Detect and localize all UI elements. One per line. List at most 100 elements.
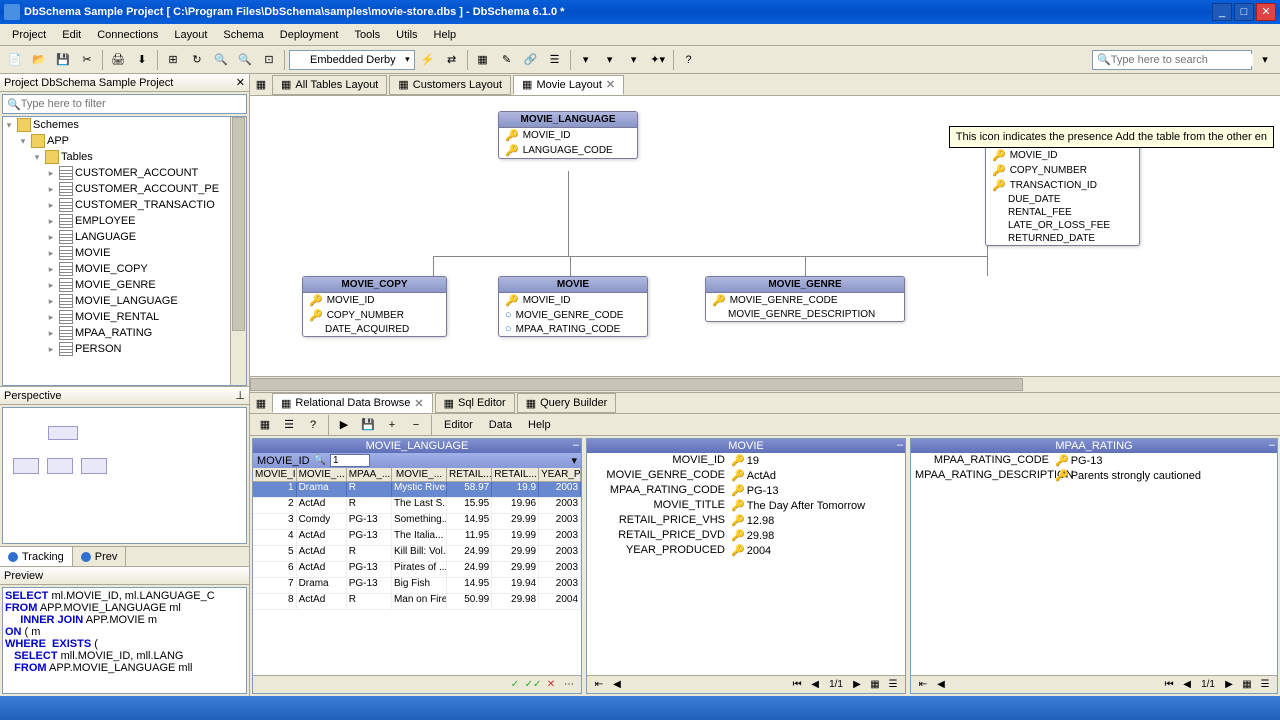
first-page-icon[interactable]: ⏮	[1161, 677, 1177, 693]
layout-icon[interactable]: ⊞	[162, 49, 184, 71]
tree-item[interactable]: ▸CUSTOMER_ACCOUNT_PE	[3, 181, 246, 197]
erd-table-movie[interactable]: MOVIE 🔑MOVIE_ID○MOVIE_GENRE_CODE○MPAA_RA…	[498, 276, 648, 337]
delete-icon[interactable]: −	[405, 414, 427, 436]
layout-tab[interactable]: ▦All Tables Layout	[272, 75, 387, 95]
grid-view-icon[interactable]: ▦	[867, 677, 883, 693]
erd-column[interactable]: ○MPAA_RATING_CODE	[499, 322, 647, 336]
tree-item[interactable]: ▸MOVIE_COPY	[3, 261, 246, 277]
accept-all-icon[interactable]: ✓✓	[525, 677, 541, 693]
filter-box[interactable]: 🔍	[2, 94, 247, 114]
form-view2-icon[interactable]: ☰	[1257, 677, 1273, 693]
erd-column[interactable]: 🔑LANGUAGE_CODE	[499, 143, 637, 158]
menu-tools[interactable]: Tools	[346, 27, 388, 43]
pane-close-icon[interactable]: –	[573, 439, 579, 451]
new-icon[interactable]: 📄	[4, 49, 26, 71]
search-input[interactable]	[1111, 54, 1253, 66]
dd3-icon[interactable]: ▾	[623, 49, 645, 71]
grid-header[interactable]: MPAA_...	[347, 468, 392, 481]
schema-tree[interactable]: ▾Schemes▾APP▾Tables▸CUSTOMER_ACCOUNT▸CUS…	[2, 116, 247, 386]
grid-view-icon[interactable]: ▦	[1239, 677, 1255, 693]
tree-item[interactable]: ▾APP	[3, 133, 246, 149]
table-row[interactable]: 2ActAdRThe Last S...15.9519.962003	[253, 498, 581, 514]
dd4-icon[interactable]: ✦▾	[647, 49, 669, 71]
link-icon[interactable]: 🔗	[520, 49, 542, 71]
erd-column[interactable]: 🔑COPY_NUMBER	[303, 308, 446, 323]
tab-list-icon[interactable]: ▦	[250, 75, 272, 95]
tree-item[interactable]: ▸CUSTOMER_TRANSACTIO	[3, 197, 246, 213]
table-row[interactable]: 3ComdyPG-13Something...14.9529.992003	[253, 514, 581, 530]
nav-prev-icon[interactable]: ◀	[609, 677, 625, 693]
grid-header[interactable]: MOVIE_...	[297, 468, 347, 481]
export-icon[interactable]: ⬇	[131, 49, 153, 71]
zoomin-icon[interactable]: 🔍	[210, 49, 232, 71]
tree-scrollbar[interactable]	[230, 117, 246, 385]
more-icon[interactable]: ⋯	[561, 677, 577, 693]
print-icon[interactable]: 🖨	[107, 49, 129, 71]
prev-page-icon[interactable]: ◀	[807, 677, 823, 693]
dd2-icon[interactable]: ▾	[599, 49, 621, 71]
tree-item[interactable]: ▸LANGUAGE	[3, 229, 246, 245]
maximize-button[interactable]: □	[1234, 3, 1254, 21]
tree-item[interactable]: ▸PERSON	[3, 341, 246, 357]
menu-layout[interactable]: Layout	[166, 27, 215, 43]
tree-item[interactable]: ▸MOVIE_LANGUAGE	[3, 293, 246, 309]
grid-header[interactable]: MOVIE_ID	[253, 468, 297, 481]
form-view2-icon[interactable]: ☰	[885, 677, 901, 693]
search-dd-icon[interactable]: ▾	[1254, 49, 1276, 71]
table-row[interactable]: 8ActAdRMan on Fire50.9929.982004	[253, 594, 581, 610]
tree-item[interactable]: ▸MOVIE_RENTAL	[3, 309, 246, 325]
erd-column[interactable]: 🔑MOVIE_ID	[986, 148, 1139, 163]
grid-header[interactable]: MOVIE_...	[392, 468, 447, 481]
minimize-button[interactable]: _	[1212, 3, 1232, 21]
table-row[interactable]: 1DramaRMystic River58.9719.92003	[253, 482, 581, 498]
filter-dd-icon[interactable]: ▾	[571, 454, 577, 467]
grid-header[interactable]: RETAIL...	[447, 468, 492, 481]
help-icon[interactable]: ?	[678, 49, 700, 71]
pin-icon[interactable]: ✕	[236, 76, 245, 89]
tree-item[interactable]: ▸CUSTOMER_ACCOUNT	[3, 165, 246, 181]
perspective-tab[interactable]: Tracking	[0, 547, 73, 566]
erd-column[interactable]: DATE_ACQUIRED	[303, 323, 446, 336]
next-page-icon[interactable]: ▶	[849, 677, 865, 693]
pane-close-icon[interactable]: –	[897, 439, 903, 451]
zoomout-icon[interactable]: 🔍	[234, 49, 256, 71]
form-icon[interactable]: ☰	[544, 49, 566, 71]
accept-icon[interactable]: ✓	[507, 677, 523, 693]
prev-page-icon[interactable]: ◀	[1179, 677, 1195, 693]
tree-item[interactable]: ▸MOVIE_GENRE	[3, 277, 246, 293]
menu-edit[interactable]: Edit	[54, 27, 89, 43]
table-row[interactable]: 7DramaPG-13Big Fish14.9519.942003	[253, 578, 581, 594]
erd-column[interactable]: RETURNED_DATE	[986, 232, 1139, 245]
bottom-tab[interactable]: ▦Relational Data Browse ✕	[272, 393, 433, 413]
table-row[interactable]: 6ActAdPG-13Pirates of ...24.9929.992003	[253, 562, 581, 578]
fit-icon[interactable]: ⊡	[258, 49, 280, 71]
layout-tab[interactable]: ▦Customers Layout	[389, 75, 511, 95]
submenu-editor[interactable]: Editor	[436, 419, 481, 431]
submenu-data[interactable]: Data	[481, 419, 520, 431]
submenu-help[interactable]: Help	[520, 419, 559, 431]
table-icon[interactable]: ▦	[472, 49, 494, 71]
canvas-hscrollbar[interactable]	[250, 376, 1280, 392]
pane-close-icon[interactable]: –	[1269, 439, 1275, 451]
erd-column[interactable]: RENTAL_FEE	[986, 206, 1139, 219]
layout-tab[interactable]: ▦Movie Layout ✕	[513, 75, 624, 95]
erd-column[interactable]: ○MOVIE_GENRE_CODE	[499, 308, 647, 322]
save2-icon[interactable]: 💾	[357, 414, 379, 436]
erd-column[interactable]: LATE_OR_LOSS_FEE	[986, 219, 1139, 232]
nav-first-icon[interactable]: ⇤	[915, 677, 931, 693]
search-box[interactable]: 🔍	[1092, 50, 1252, 70]
next-page-icon[interactable]: ▶	[1221, 677, 1237, 693]
insert-icon[interactable]: +	[381, 414, 403, 436]
tree-item[interactable]: ▸MPAA_RATING	[3, 325, 246, 341]
menu-utils[interactable]: Utils	[388, 27, 425, 43]
bottom-tab-icon[interactable]: ▦	[250, 393, 272, 413]
help2-icon[interactable]: ?	[302, 414, 324, 436]
filter-input[interactable]	[21, 98, 242, 110]
grid-icon[interactable]: ▦	[254, 414, 276, 436]
database-select[interactable]: Embedded Derby	[289, 50, 415, 70]
erd-column[interactable]: MOVIE_GENRE_DESCRIPTION	[706, 308, 904, 321]
erd-column[interactable]: 🔑COPY_NUMBER	[986, 163, 1139, 178]
bottom-tab[interactable]: ▦Query Builder	[517, 393, 617, 413]
menu-deployment[interactable]: Deployment	[272, 27, 347, 43]
reject-icon[interactable]: ✕	[543, 677, 559, 693]
